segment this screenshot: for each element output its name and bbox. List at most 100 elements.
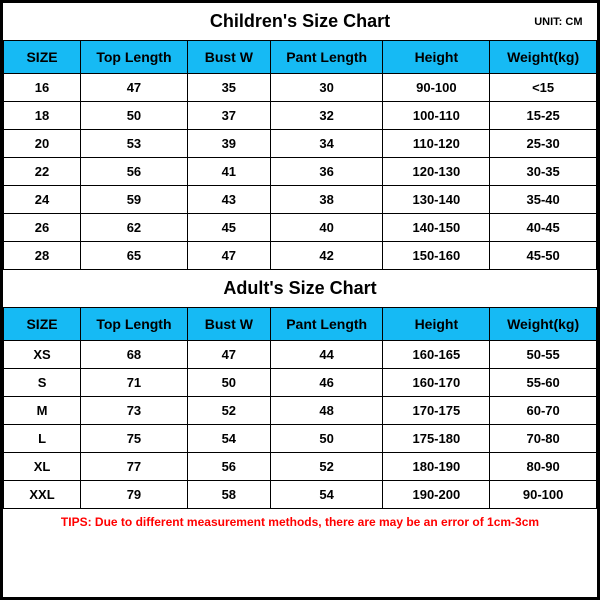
table-row: XS684744160-16550-55 [4, 341, 597, 369]
table-row: 26624540140-15040-45 [4, 214, 597, 242]
table-row: 28654742150-16045-50 [4, 242, 597, 270]
table-row: 1647353090-100<15 [4, 74, 597, 102]
children-title-row: Children's Size Chart UNIT: CM [4, 3, 597, 41]
table-cell: 46 [270, 369, 383, 397]
table-cell: 28 [4, 242, 81, 270]
table-cell: 60-70 [490, 397, 597, 425]
table-cell: 47 [187, 341, 270, 369]
children-size-table: Children's Size Chart UNIT: CM SIZE Top … [3, 3, 597, 270]
table-row: 20533934110-12025-30 [4, 130, 597, 158]
table-row: 24594338130-14035-40 [4, 186, 597, 214]
table-cell: 50 [270, 425, 383, 453]
col-height: Height [383, 308, 490, 341]
table-cell: 150-160 [383, 242, 490, 270]
table-cell: 50 [81, 102, 188, 130]
table-cell: 34 [270, 130, 383, 158]
table-cell: 56 [81, 158, 188, 186]
table-cell: 15-25 [490, 102, 597, 130]
table-cell: 45 [187, 214, 270, 242]
table-cell: 62 [81, 214, 188, 242]
adult-size-table: Adult's Size Chart SIZE Top Length Bust … [3, 270, 597, 509]
table-cell: 35 [187, 74, 270, 102]
table-cell: 75 [81, 425, 188, 453]
table-cell: 90-100 [490, 481, 597, 509]
table-cell: 18 [4, 102, 81, 130]
adult-title-cell: Adult's Size Chart [4, 270, 597, 308]
children-title-cell: Children's Size Chart UNIT: CM [4, 3, 597, 41]
table-cell: 44 [270, 341, 383, 369]
table-cell: 41 [187, 158, 270, 186]
col-size: SIZE [4, 41, 81, 74]
tips-text: TIPS: Due to different measurement metho… [3, 509, 597, 535]
table-cell: M [4, 397, 81, 425]
table-cell: 36 [270, 158, 383, 186]
table-cell: 52 [187, 397, 270, 425]
table-cell: 45-50 [490, 242, 597, 270]
table-cell: XS [4, 341, 81, 369]
table-cell: 47 [187, 242, 270, 270]
table-cell: 130-140 [383, 186, 490, 214]
col-size: SIZE [4, 308, 81, 341]
table-row: L755450175-18070-80 [4, 425, 597, 453]
table-cell: 40 [270, 214, 383, 242]
table-cell: L [4, 425, 81, 453]
table-cell: 43 [187, 186, 270, 214]
adult-header-row: SIZE Top Length Bust W Pant Length Heigh… [4, 308, 597, 341]
unit-label: UNIT: CM [534, 16, 582, 28]
table-cell: 26 [4, 214, 81, 242]
table-cell: 100-110 [383, 102, 490, 130]
table-row: 22564136120-13030-35 [4, 158, 597, 186]
table-cell: 79 [81, 481, 188, 509]
table-cell: 16 [4, 74, 81, 102]
table-cell: 55-60 [490, 369, 597, 397]
col-pantlength: Pant Length [270, 41, 383, 74]
table-cell: 30 [270, 74, 383, 102]
col-bustw: Bust W [187, 308, 270, 341]
col-bustw: Bust W [187, 41, 270, 74]
table-cell: 71 [81, 369, 188, 397]
table-cell: 40-45 [490, 214, 597, 242]
table-cell: 22 [4, 158, 81, 186]
table-cell: 190-200 [383, 481, 490, 509]
table-cell: <15 [490, 74, 597, 102]
adult-title: Adult's Size Chart [223, 278, 376, 298]
col-toplength: Top Length [81, 41, 188, 74]
table-row: S715046160-17055-60 [4, 369, 597, 397]
col-pantlength: Pant Length [270, 308, 383, 341]
table-cell: 170-175 [383, 397, 490, 425]
col-toplength: Top Length [81, 308, 188, 341]
table-cell: S [4, 369, 81, 397]
table-cell: 58 [187, 481, 270, 509]
table-cell: 35-40 [490, 186, 597, 214]
table-cell: 56 [187, 453, 270, 481]
table-cell: 140-150 [383, 214, 490, 242]
table-cell: XL [4, 453, 81, 481]
col-weight: Weight(kg) [490, 41, 597, 74]
table-cell: 20 [4, 130, 81, 158]
table-cell: 160-165 [383, 341, 490, 369]
table-cell: 25-30 [490, 130, 597, 158]
table-row: XXL795854190-20090-100 [4, 481, 597, 509]
table-cell: 160-170 [383, 369, 490, 397]
table-cell: 37 [187, 102, 270, 130]
table-cell: 53 [81, 130, 188, 158]
table-row: XL775652180-19080-90 [4, 453, 597, 481]
table-cell: 48 [270, 397, 383, 425]
table-cell: 47 [81, 74, 188, 102]
adult-title-row: Adult's Size Chart [4, 270, 597, 308]
col-weight: Weight(kg) [490, 308, 597, 341]
table-cell: 52 [270, 453, 383, 481]
table-cell: 24 [4, 186, 81, 214]
table-cell: 73 [81, 397, 188, 425]
table-cell: 180-190 [383, 453, 490, 481]
table-cell: 39 [187, 130, 270, 158]
table-cell: 54 [187, 425, 270, 453]
table-row: M735248170-17560-70 [4, 397, 597, 425]
size-chart-container: Children's Size Chart UNIT: CM SIZE Top … [0, 0, 600, 600]
children-title: Children's Size Chart [210, 11, 390, 31]
table-row: 18503732100-11015-25 [4, 102, 597, 130]
table-cell: XXL [4, 481, 81, 509]
table-cell: 54 [270, 481, 383, 509]
children-header-row: SIZE Top Length Bust W Pant Length Heigh… [4, 41, 597, 74]
table-cell: 120-130 [383, 158, 490, 186]
